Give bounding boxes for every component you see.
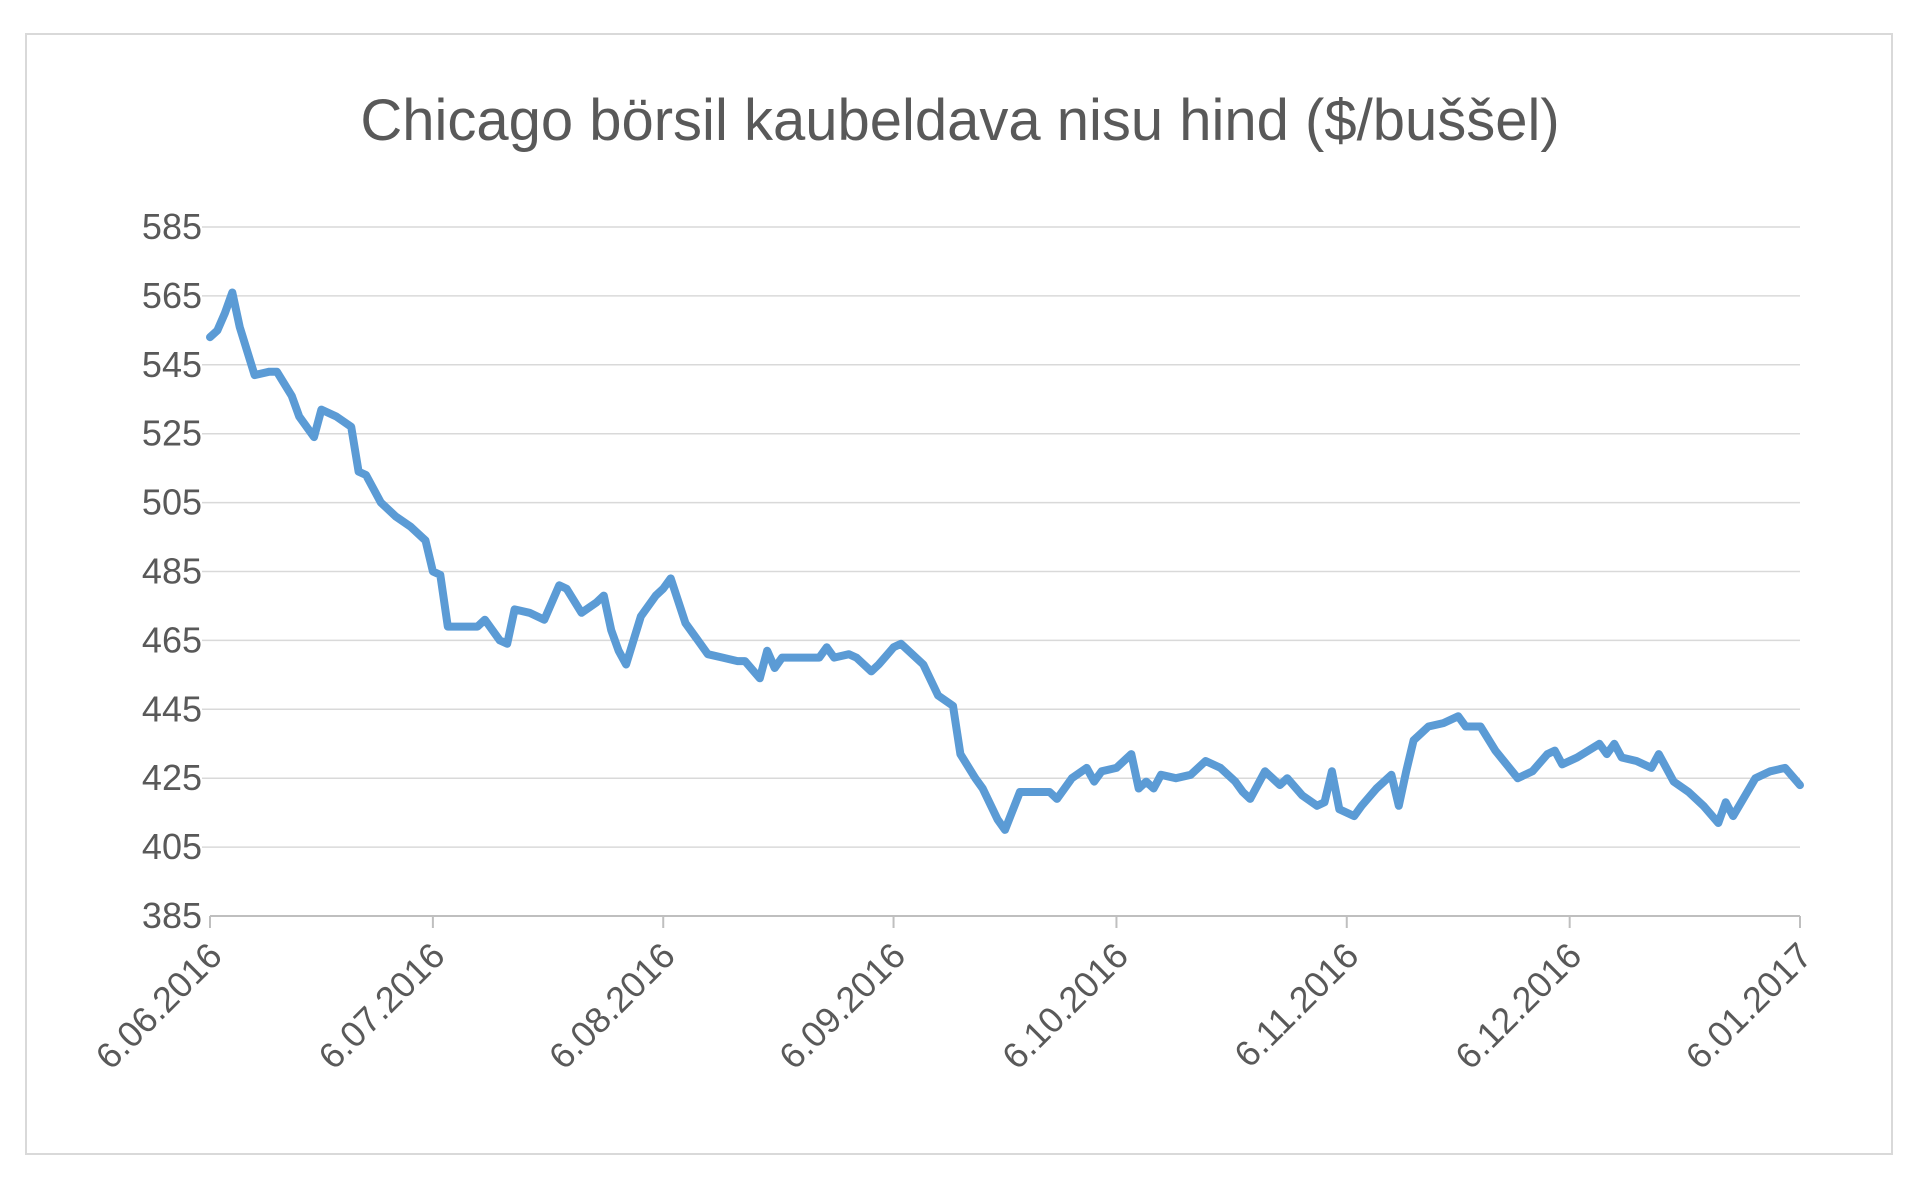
series-layer xyxy=(206,288,1804,834)
y-axis-ticks: 585 565 545 525 505 485 465 445 425 405 385 xyxy=(142,206,202,936)
x-axis-ticks: 6.06.2016 6.07.2016 6.08.2016 6.09.2016 6.10… xyxy=(87,935,1819,1077)
x-tick-label: 6.01.2017 xyxy=(1677,935,1819,1077)
y-tick-label: 405 xyxy=(142,826,202,867)
x-tick-label: 6.11.2016 xyxy=(1226,935,1366,1075)
gridlines xyxy=(202,226,1800,848)
x-tick-label: 6.09.2016 xyxy=(771,935,913,1077)
y-tick-label: 545 xyxy=(142,344,202,385)
x-tick-label: 6.06.2016 xyxy=(87,935,229,1077)
y-tick-label: 385 xyxy=(142,895,202,936)
x-tick-label: 6.12.2016 xyxy=(1447,935,1589,1077)
y-tick-label: 585 xyxy=(142,206,202,247)
y-tick-label: 565 xyxy=(142,275,202,316)
x-tick-label: 6.07.2016 xyxy=(310,935,452,1077)
chart-title: Chicago börsil kaubeldava nisu hind ($/b… xyxy=(360,88,1559,153)
y-tick-label: 485 xyxy=(142,551,202,592)
x-tick-label: 6.08.2016 xyxy=(541,935,683,1077)
y-tick-label: 445 xyxy=(142,688,202,729)
x-tick-label: 6.10.2016 xyxy=(994,935,1136,1077)
series-line-0 xyxy=(206,288,1804,834)
y-tick-label: 465 xyxy=(142,619,202,660)
y-tick-label: 505 xyxy=(142,482,202,523)
y-tick-label: 425 xyxy=(142,757,202,798)
x-axis xyxy=(209,915,1801,928)
y-tick-label: 525 xyxy=(142,413,202,454)
chart-frame xyxy=(25,33,1893,1155)
